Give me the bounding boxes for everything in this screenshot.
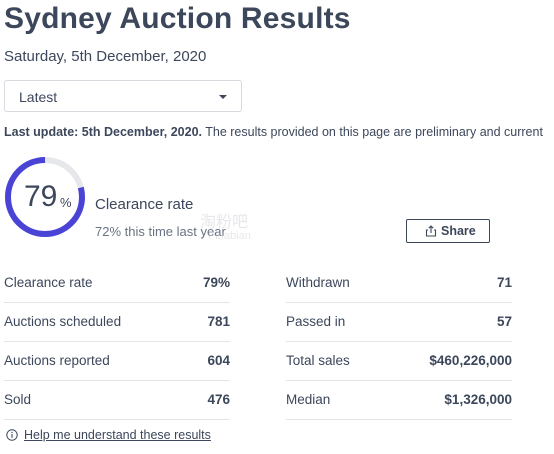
stat-row-passed-in: Passed in 57	[286, 302, 512, 342]
watermark-logo-subtext: Pinabian	[208, 230, 251, 242]
stat-row-total-sales: Total sales $460,226,000	[286, 341, 512, 381]
stat-label: Sold	[4, 392, 32, 407]
stat-value: 604	[207, 353, 230, 368]
stat-value: 476	[207, 392, 230, 407]
stat-value: 57	[496, 314, 512, 329]
stat-row-median: Median $1,326,000	[286, 380, 512, 420]
last-year-comparison: 72% this time last year	[95, 224, 226, 239]
stat-label: Passed in	[286, 314, 346, 329]
stat-label: Auctions reported	[4, 353, 110, 368]
chevron-down-icon	[219, 95, 227, 99]
select-value: Latest	[19, 89, 58, 105]
stat-value: $460,226,000	[429, 353, 512, 368]
stat-row-clearance-rate: Clearance rate 79%	[4, 263, 230, 303]
stat-value: 71	[496, 275, 512, 290]
ring-progress	[5, 157, 85, 237]
last-update-note: Last update: 5th December, 2020. The res…	[4, 125, 543, 139]
watermark-logo: 淘粉吧	[200, 214, 249, 231]
clearance-rate-label: Clearance rate	[95, 196, 194, 213]
last-update-text: The results provided on this page are pr…	[202, 125, 543, 139]
stat-row-auctions-scheduled: Auctions scheduled 781	[4, 302, 230, 342]
info-icon	[6, 429, 18, 441]
clearance-rate-value: 79	[24, 180, 58, 213]
stat-value: $1,326,000	[444, 392, 512, 407]
stat-row-auctions-reported: Auctions reported 604	[4, 341, 230, 381]
stat-label: Auctions scheduled	[4, 314, 122, 329]
results-period-select[interactable]: Latest	[4, 80, 242, 112]
help-understand-results-link[interactable]: Help me understand these results	[24, 428, 211, 442]
page-title: Sydney Auction Results	[4, 2, 351, 35]
stat-row-sold: Sold 476	[4, 380, 230, 420]
stat-value: 781	[207, 314, 230, 329]
stat-row-withdrawn: Withdrawn 71	[286, 263, 512, 303]
last-update-label: Last update: 5th December, 2020.	[4, 125, 202, 139]
stat-label: Total sales	[286, 353, 350, 368]
share-label: Share	[441, 224, 476, 238]
share-button[interactable]: Share	[406, 219, 490, 243]
stat-value: 79%	[202, 275, 230, 290]
results-date: Saturday, 5th December, 2020	[4, 48, 207, 65]
share-icon	[425, 225, 437, 237]
stat-label: Median	[286, 392, 331, 407]
stat-label: Withdrawn	[286, 275, 350, 290]
clearance-rate-ring	[5, 157, 85, 237]
clearance-rate-unit: %	[60, 195, 72, 210]
stat-label: Clearance rate	[4, 275, 93, 290]
